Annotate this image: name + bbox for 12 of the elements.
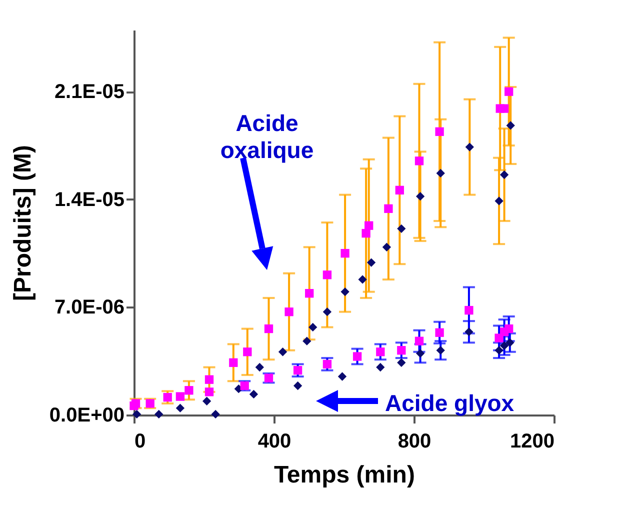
x-tick-label: 0 [134, 430, 146, 452]
y-tick-label: 2.1E-05 [54, 81, 124, 104]
x-tick-label: 400 [258, 430, 292, 452]
x-tick-label: 1200 [510, 430, 554, 452]
x-axis-title: Temps (min) [274, 462, 415, 488]
annotation: Acide oxalique [220, 110, 314, 163]
y-tick-label: 1.4E-05 [54, 188, 124, 211]
y-axis-title: [Produits] (M) [9, 145, 36, 301]
y-tick-label: 0.0E+00 [49, 404, 124, 426]
annotation: Acide glyox [385, 390, 514, 416]
y-tick-label: 7.0E-06 [54, 296, 124, 319]
x-tick-label: 800 [398, 430, 432, 452]
